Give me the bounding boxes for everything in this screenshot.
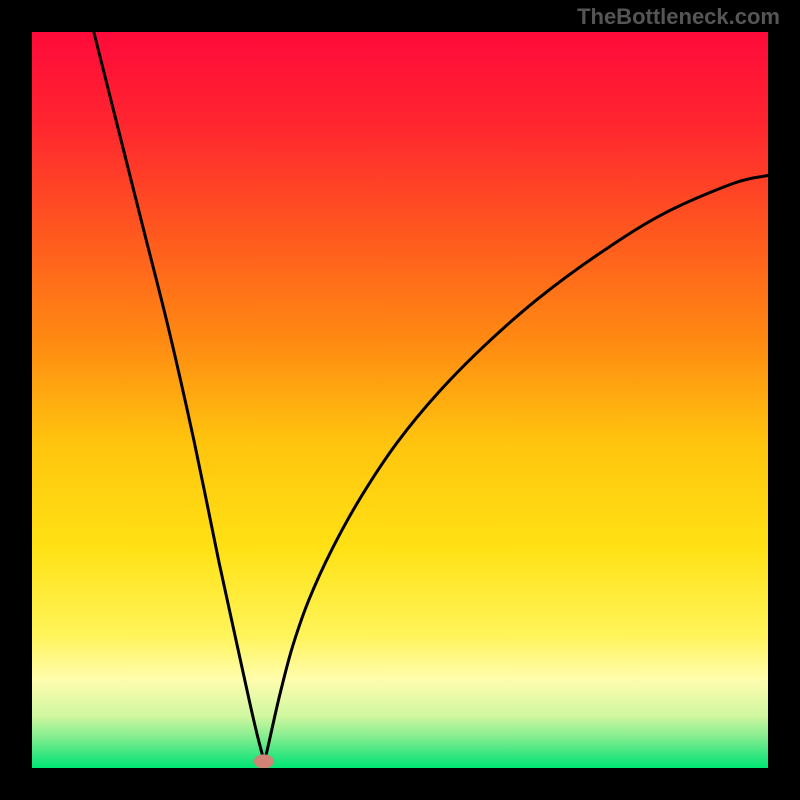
gradient-background (32, 32, 768, 768)
bottleneck-chart (0, 0, 800, 800)
minimum-marker (254, 754, 274, 768)
chart-container: { "watermark": { "text": "TheBottleneck.… (0, 0, 800, 800)
watermark-text: TheBottleneck.com (577, 4, 780, 30)
